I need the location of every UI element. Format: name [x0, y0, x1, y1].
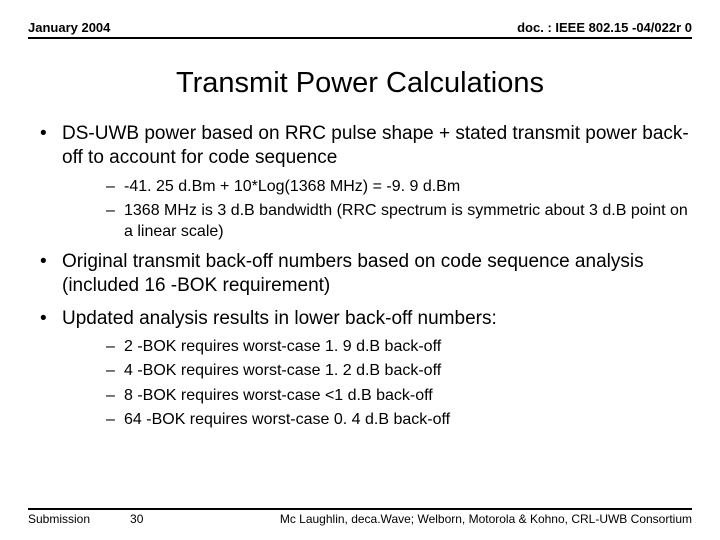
sub-list: -41. 25 d.Bm + 10*Log(1368 MHz) = -9. 9 …	[62, 177, 692, 242]
slide: January 2004 doc. : IEEE 802.15 -04/022r…	[0, 0, 720, 540]
bullet-text: DS-UWB power based on RRC pulse shape + …	[62, 123, 689, 168]
footer-left-label: Submission	[28, 512, 130, 526]
bullet-text: Original transmit back-off numbers based…	[62, 251, 644, 296]
bullet-item: Original transmit back-off numbers based…	[28, 250, 692, 299]
slide-body: DS-UWB power based on RRC pulse shape + …	[28, 122, 692, 431]
sub-item: -41. 25 d.Bm + 10*Log(1368 MHz) = -9. 9 …	[62, 177, 692, 197]
sub-item: 4 -BOK requires worst-case 1. 2 d.B back…	[62, 361, 692, 381]
header-date: January 2004	[28, 20, 110, 35]
footer-authors: Mc Laughlin, deca.Wave; Welborn, Motorol…	[183, 512, 692, 526]
bullet-item: DS-UWB power based on RRC pulse shape + …	[28, 122, 692, 242]
sub-item: 1368 MHz is 3 d.B bandwidth (RRC spectru…	[62, 201, 692, 242]
footer-bar: Submission 30 Mc Laughlin, deca.Wave; We…	[28, 508, 692, 526]
bullet-text: Updated analysis results in lower back-o…	[62, 308, 497, 329]
sub-list: 2 -BOK requires worst-case 1. 9 d.B back…	[62, 337, 692, 431]
sub-item: 64 -BOK requires worst-case 0. 4 d.B bac…	[62, 410, 692, 430]
bullet-list: DS-UWB power based on RRC pulse shape + …	[28, 122, 692, 431]
bullet-item: Updated analysis results in lower back-o…	[28, 307, 692, 431]
header-docref: doc. : IEEE 802.15 -04/022r 0	[517, 20, 692, 35]
slide-title: Transmit Power Calculations	[28, 67, 692, 100]
header-bar: January 2004 doc. : IEEE 802.15 -04/022r…	[28, 20, 692, 39]
sub-item: 2 -BOK requires worst-case 1. 9 d.B back…	[62, 337, 692, 357]
sub-item: 8 -BOK requires worst-case <1 d.B back-o…	[62, 386, 692, 406]
footer-page-number: 30	[130, 512, 183, 526]
